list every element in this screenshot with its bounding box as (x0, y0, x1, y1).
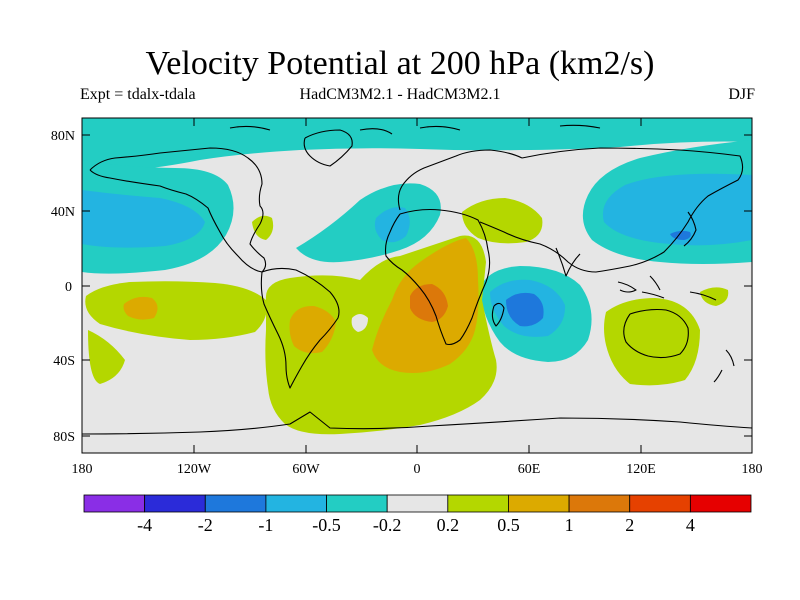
contour-neg-atlantic-2 (374, 207, 410, 243)
contour-neg-atlantic (296, 183, 441, 263)
colorbar-label: 1 (565, 515, 574, 535)
colorbar-swatch (447, 494, 509, 513)
colorbar-label: 0.5 (497, 515, 520, 535)
colorbar-label: -4 (137, 515, 152, 535)
contour-neg-japan (670, 230, 691, 240)
colorbar-label: 0.2 (437, 515, 460, 535)
colorbar-swatch (629, 494, 691, 513)
lon-label: 180 (742, 462, 763, 477)
colorbar-swatch (83, 494, 146, 513)
coast-south-america (260, 267, 340, 389)
lon-label: 120W (177, 462, 212, 477)
colorbar-label: -0.2 (373, 515, 402, 535)
colorbar-swatch (144, 494, 206, 513)
colorbar-swatch (265, 494, 327, 513)
coast-arctic-islands (229, 124, 601, 135)
colorbar-swatch (689, 494, 752, 513)
coast-india (555, 247, 581, 277)
lon-label: 0 (414, 462, 421, 477)
lat-label: 80N (51, 129, 75, 144)
contour-pos-australia (604, 298, 700, 386)
map-field (82, 118, 752, 453)
model-label: HadCM3M2.1 - HadCM3M2.1 (299, 86, 501, 103)
longitude-axis: 180 120W 60W 0 60E 120E 180 (72, 118, 763, 477)
colorbar-swatch (204, 494, 267, 513)
contour-pos-africa-2 (410, 284, 448, 322)
contour-pos-pacific-islands (700, 287, 729, 306)
coast-australia (623, 308, 689, 359)
contour-pos-small-atl (351, 314, 368, 332)
colorbar: -4 -2 -1 -0.5 -0.2 0.2 0.5 1 2 4 (83, 494, 752, 535)
contour-neg-arctic (82, 118, 752, 170)
colorbar-label: -2 (198, 515, 213, 535)
coast-greenland (303, 129, 353, 167)
contour-pos-tropical-pacific (85, 281, 267, 340)
chart-title: Velocity Potential at 200 hPa (km2/s) (145, 45, 655, 82)
colorbar-swatch (386, 494, 449, 513)
colorbar-swatch (326, 494, 388, 513)
colorbar-label: -1 (258, 515, 273, 535)
contour-pos-middle-east (462, 198, 543, 244)
lon-label: 60W (292, 462, 320, 477)
lon-label: 60E (518, 462, 541, 477)
lat-label: 40N (51, 205, 75, 220)
contour-neg-indian-3 (506, 292, 544, 327)
coast-new-zealand (713, 349, 735, 383)
coast-asia (479, 147, 744, 273)
experiment-label: Expt = tdalx-tdala (80, 86, 196, 103)
contour-pos-south-america (289, 305, 336, 354)
latitude-axis: 80N 40N 0 40S 80S (51, 129, 752, 445)
colorbar-label: 2 (625, 515, 634, 535)
contour-pos-south-pacific (88, 330, 125, 384)
lat-label: 0 (65, 280, 72, 295)
colorbar-label: 4 (686, 515, 695, 535)
coast-africa (384, 208, 491, 346)
colorbar-label: -0.5 (312, 515, 341, 535)
lat-label: 40S (53, 354, 75, 369)
colorbar-swatch (508, 494, 570, 513)
colorbar-swatch (568, 494, 631, 513)
lon-label: 120E (626, 462, 656, 477)
contour-pos-north-atlantic (252, 215, 274, 240)
lat-label: 80S (53, 430, 75, 445)
contour-neg-npacific-east-2 (82, 190, 205, 248)
coast-madagascar (491, 302, 505, 327)
coastlines (82, 124, 752, 435)
coast-antarctica (82, 411, 752, 435)
lon-label: 180 (72, 462, 93, 477)
coast-north-america (89, 147, 267, 273)
coast-japan (683, 211, 697, 247)
season-label: DJF (728, 86, 755, 103)
coast-indonesia (617, 275, 717, 301)
contour-pos-pacific-1 (123, 296, 158, 320)
coast-europe (397, 149, 523, 211)
